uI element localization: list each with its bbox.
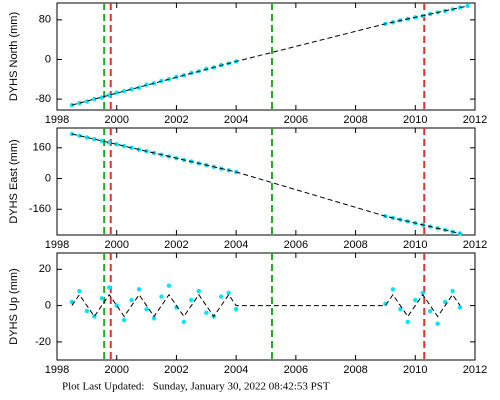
data-point bbox=[77, 133, 82, 138]
data-point bbox=[114, 90, 119, 95]
data-point bbox=[420, 290, 425, 296]
data-point bbox=[450, 288, 455, 294]
x-tick-label: 2004 bbox=[224, 364, 248, 376]
data-point bbox=[204, 310, 209, 316]
x-tick-label: 2012 bbox=[463, 114, 487, 126]
data-point bbox=[219, 294, 224, 299]
data-point bbox=[107, 92, 112, 98]
data-point bbox=[189, 297, 194, 303]
x-tick-label: 2000 bbox=[104, 114, 128, 126]
y-tick-label: 20 bbox=[39, 263, 51, 275]
data-point bbox=[435, 321, 440, 326]
data-point bbox=[92, 136, 97, 142]
plot-frame bbox=[56, 127, 476, 236]
data-point bbox=[390, 287, 396, 292]
plot-frame bbox=[56, 252, 476, 361]
x-tick-label: 1998 bbox=[45, 364, 69, 376]
data-point bbox=[129, 297, 134, 303]
x-tick-label: 2000 bbox=[104, 364, 128, 376]
x-tick-label: 2008 bbox=[343, 239, 367, 251]
data-point bbox=[84, 99, 90, 104]
data-point bbox=[92, 96, 97, 102]
data-point bbox=[121, 317, 127, 323]
data-point bbox=[77, 288, 82, 294]
data-point bbox=[413, 297, 418, 303]
y-axis-label: DYHS Up (mm) bbox=[8, 268, 20, 344]
y-tick-label: 0 bbox=[45, 53, 51, 65]
data-point bbox=[99, 296, 104, 301]
data-point bbox=[226, 290, 231, 296]
data-point bbox=[99, 95, 104, 100]
y-tick-label: 160 bbox=[33, 142, 51, 154]
y-tick-label: -160 bbox=[29, 203, 51, 215]
data-point bbox=[174, 305, 179, 310]
data-point bbox=[136, 85, 142, 90]
data-point bbox=[144, 82, 149, 87]
data-point bbox=[84, 135, 90, 140]
x-tick-label: 2002 bbox=[164, 114, 188, 126]
data-point bbox=[405, 319, 411, 325]
data-point bbox=[129, 86, 134, 92]
x-tick-label: 1998 bbox=[45, 114, 69, 126]
x-tick-label: 2006 bbox=[284, 239, 308, 251]
model-line bbox=[71, 5, 468, 106]
data-point bbox=[383, 301, 388, 306]
data-point bbox=[398, 307, 403, 312]
model-line bbox=[71, 293, 461, 318]
data-point bbox=[107, 140, 112, 145]
x-tick-label: 2008 bbox=[343, 114, 367, 126]
x-tick-label: 2002 bbox=[164, 364, 188, 376]
data-point bbox=[129, 145, 134, 150]
data-point bbox=[159, 294, 164, 299]
data-point bbox=[77, 100, 82, 106]
x-tick-label: 2006 bbox=[284, 114, 308, 126]
data-point bbox=[114, 142, 119, 147]
x-tick-label: 2006 bbox=[284, 364, 308, 376]
x-tick-label: 2010 bbox=[403, 239, 427, 251]
data-point bbox=[136, 287, 142, 292]
data-point bbox=[84, 308, 90, 314]
data-point bbox=[107, 285, 112, 290]
y-tick-label: 80 bbox=[39, 14, 51, 26]
y-axis-label: DYHS East (mm) bbox=[8, 139, 20, 223]
data-point bbox=[442, 299, 448, 305]
model-line bbox=[71, 133, 461, 234]
data-point bbox=[166, 283, 172, 288]
x-tick-label: 2012 bbox=[463, 239, 487, 251]
data-point bbox=[457, 305, 463, 310]
data-point bbox=[465, 3, 470, 9]
data-point bbox=[121, 88, 127, 94]
y-tick-label: 0 bbox=[45, 299, 51, 311]
data-point bbox=[144, 307, 149, 312]
data-point bbox=[121, 143, 127, 149]
data-point bbox=[151, 316, 157, 321]
x-tick-label: 2002 bbox=[164, 239, 188, 251]
data-point bbox=[196, 288, 202, 294]
data-point bbox=[99, 138, 104, 144]
x-tick-label: 2010 bbox=[403, 364, 427, 376]
x-tick-label: 1998 bbox=[45, 239, 69, 251]
x-tick-label: 2012 bbox=[463, 364, 487, 376]
data-point bbox=[181, 319, 187, 325]
x-tick-label: 2000 bbox=[104, 239, 128, 251]
y-tick-label: -80 bbox=[35, 93, 51, 105]
x-tick-label: 2004 bbox=[224, 239, 248, 251]
footer: Plot Last Updated: Sunday, January 30, 2… bbox=[62, 381, 330, 393]
plot-frame bbox=[56, 2, 476, 111]
y-axis-label: DYHS North (mm) bbox=[8, 12, 20, 101]
y-tick-label: 0 bbox=[45, 172, 51, 184]
x-tick-label: 2004 bbox=[224, 114, 248, 126]
x-tick-label: 2008 bbox=[343, 364, 367, 376]
data-point bbox=[69, 299, 75, 305]
y-tick-label: -20 bbox=[35, 336, 51, 348]
x-tick-label: 2010 bbox=[403, 114, 427, 126]
data-point bbox=[428, 308, 433, 314]
data-point bbox=[233, 307, 239, 312]
